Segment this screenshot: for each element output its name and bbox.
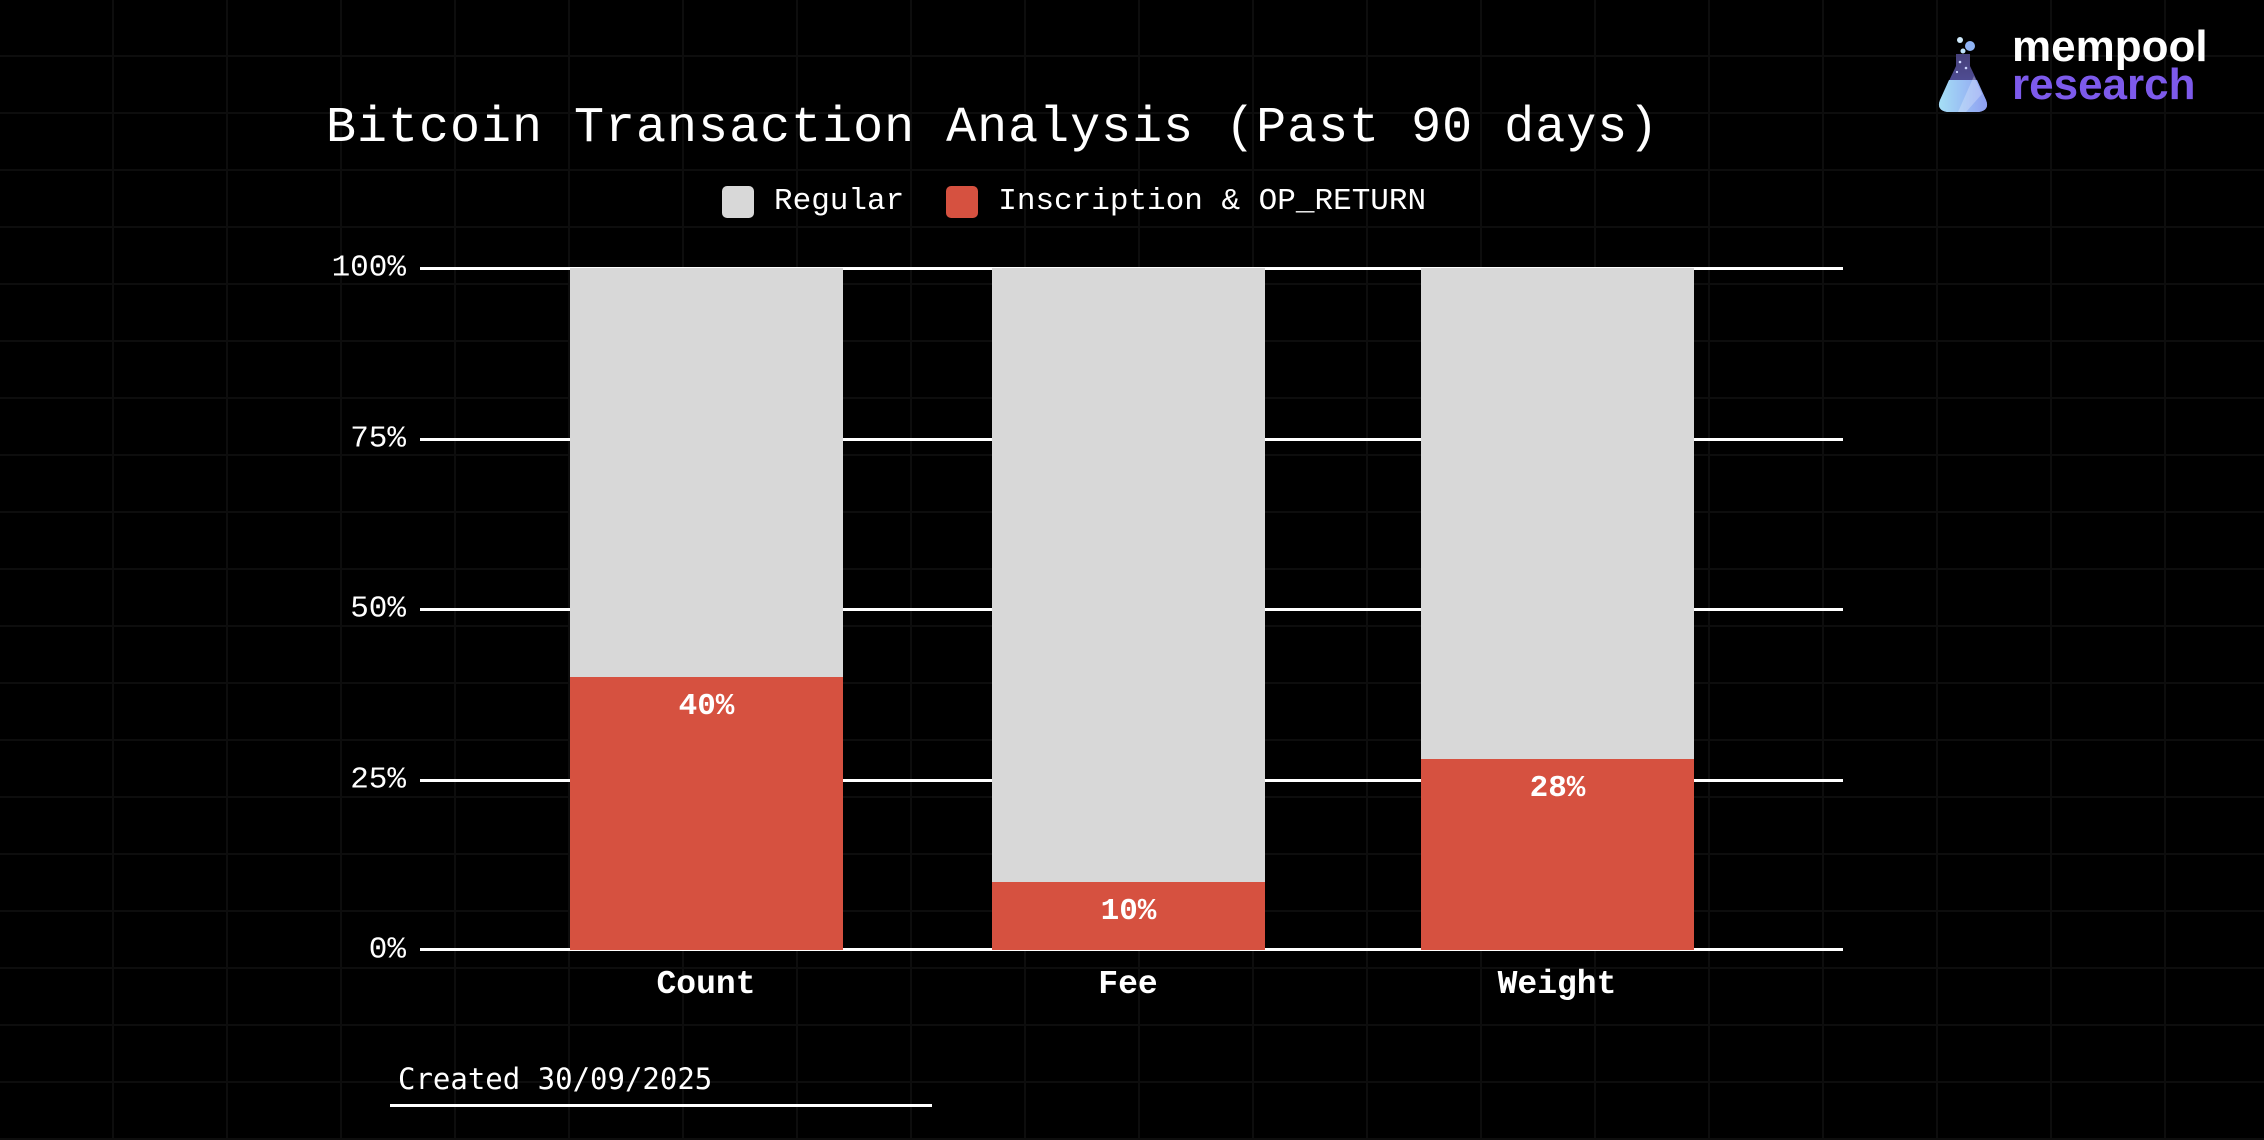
y-axis-tick-25: 25%	[350, 762, 406, 797]
bar-segment-regular	[570, 268, 843, 678]
bar-segment-inscription: 28%	[1421, 759, 1694, 950]
stacked-bar-fee: 10%	[992, 268, 1265, 950]
legend-swatch-inscription	[946, 185, 979, 218]
legend-swatch-regular	[722, 185, 754, 218]
x-axis-label-fee: Fee	[1098, 966, 1158, 1003]
bar-segment-inscription: 10%	[992, 881, 1265, 950]
legend-item-regular: Regular	[722, 184, 904, 219]
chart-legend: Regular Inscription & OP_RETURN	[722, 184, 1426, 219]
legend-label-inscription: Inscription & OP_RETURN	[998, 184, 1427, 219]
bar-value-label: 28%	[1529, 771, 1586, 807]
bar-value-label: 10%	[1100, 893, 1157, 929]
brand-name-research: research	[2012, 60, 2196, 109]
bar-segment-inscription: 40%	[570, 677, 843, 950]
y-axis-tick-0: 0%	[368, 932, 406, 968]
x-axis-label-weight: Weight	[1497, 966, 1617, 1003]
x-axis-label-count: Count	[656, 966, 756, 1003]
footer-underline	[390, 1104, 932, 1107]
bar-value-label: 40%	[678, 689, 735, 725]
y-axis-tick-100: 100%	[331, 250, 406, 286]
stacked-bar-weight: 28%	[1421, 268, 1694, 950]
legend-label-regular: Regular	[774, 184, 905, 219]
plot-area: 100% 75% 50% 25% 0% 40% 10% 28% Count Fe…	[332, 251, 1843, 1003]
brand-logo: mempool research	[1930, 18, 2208, 118]
created-date-label: Created 30/09/2025	[398, 1062, 713, 1096]
brand-wordmark: mempool research	[2012, 22, 2208, 109]
flask-icon	[1938, 37, 1988, 112]
chart-title: Bitcoin Transaction Analysis (Past 90 da…	[326, 100, 1660, 157]
bar-segment-regular	[1421, 268, 1694, 760]
bar-segment-regular	[992, 268, 1265, 882]
y-axis-tick-75: 75%	[350, 421, 406, 456]
brand-name-mempool: mempool	[2012, 22, 2208, 71]
stacked-bar-count: 40%	[570, 268, 843, 950]
y-axis-tick-50: 50%	[350, 591, 406, 627]
legend-item-inscription: Inscription & OP_RETURN	[946, 184, 1426, 219]
